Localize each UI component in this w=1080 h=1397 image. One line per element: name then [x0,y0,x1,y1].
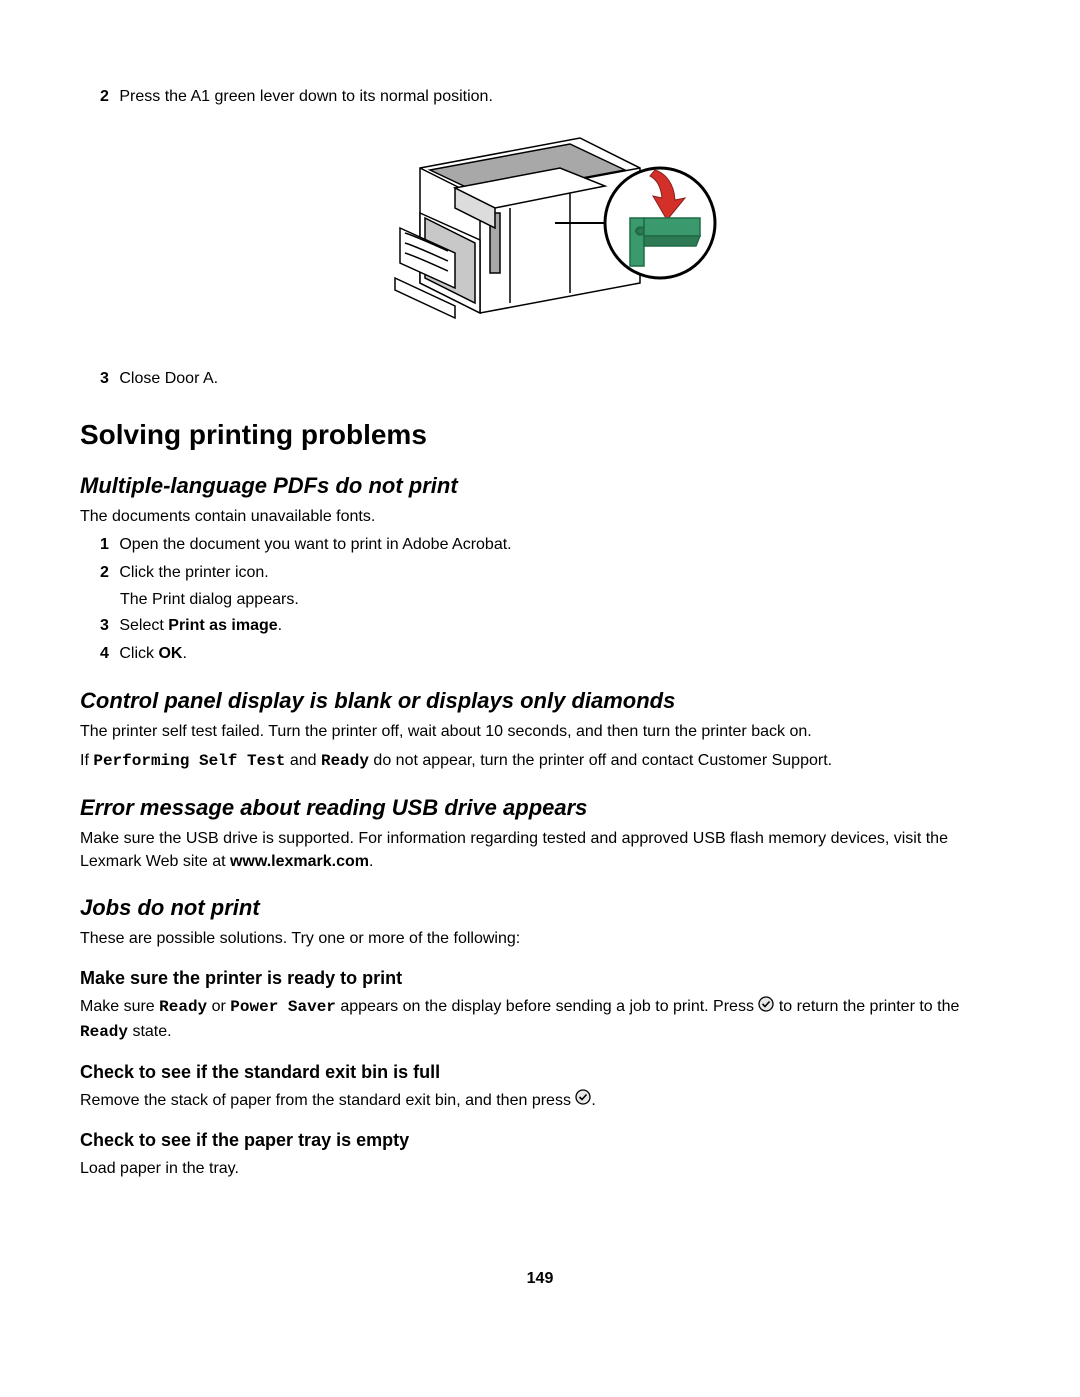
text: . [369,853,373,870]
heading-paper-tray-empty: Check to see if the paper tray is empty [80,1130,1000,1151]
text: If [80,752,93,769]
mono-text: Ready [321,752,369,770]
mono-text: Ready [159,998,207,1016]
text: or [207,998,230,1015]
step-2: 2 Press the A1 green lever down to its n… [100,86,1000,108]
text: and [285,752,321,769]
heading-jobs-no-print: Jobs do not print [80,895,1000,921]
sec1-step-4: 4 Click OK. [100,643,1000,665]
text: Make sure the USB drive is supported. Fo… [80,830,948,870]
mono-text: Power Saver [230,998,336,1016]
sec1-step-2-sub: The Print dialog appears. [120,591,1000,609]
check-button-icon [758,996,774,1019]
printer-lever-figure [80,128,1000,348]
step-number: 1 [100,536,109,553]
step-text-post: . [278,617,282,634]
text: appears on the display before sending a … [336,998,758,1015]
text: to return the printer to the [774,998,959,1015]
document-page: 2 Press the A1 green lever down to its n… [0,0,1080,1328]
heading-multi-lang-pdf: Multiple-language PDFs do not print [80,473,1000,499]
step-number: 4 [100,645,109,662]
sec4-intro: These are possible solutions. Try one or… [80,927,1000,950]
mono-text: Performing Self Test [93,752,285,770]
text: Make sure [80,998,159,1015]
sec1-intro: The documents contain unavailable fonts. [80,505,1000,528]
sec4-sub2-p: Remove the stack of paper from the stand… [80,1089,1000,1112]
heading-control-panel-blank: Control panel display is blank or displa… [80,688,1000,714]
step-number: 2 [100,88,109,105]
page-number: 149 [80,1270,1000,1288]
check-button-icon [575,1089,591,1112]
step-number: 2 [100,564,109,581]
step-number: 3 [100,617,109,634]
text: do not appear, turn the printer off and … [369,752,832,769]
step-text: Click the printer icon. [119,564,268,581]
sec2-p2: If Performing Self Test and Ready do not… [80,749,1000,773]
sec2-p1: The printer self test failed. Turn the p… [80,720,1000,743]
mono-text: Ready [80,1023,128,1041]
heading-exit-bin-full: Check to see if the standard exit bin is… [80,1062,1000,1083]
sec4-sub3-p: Load paper in the tray. [80,1157,1000,1180]
heading-printer-ready: Make sure the printer is ready to print [80,968,1000,989]
step-text-pre: Click [119,645,158,662]
step-text-post: . [182,645,186,662]
text: . [591,1092,595,1109]
sec1-step-1: 1 Open the document you want to print in… [100,534,1000,556]
sec3-p: Make sure the USB drive is supported. Fo… [80,827,1000,873]
step-number: 3 [100,370,109,387]
step-text: Press the A1 green lever down to its nor… [119,88,493,105]
step-text-bold: OK [158,645,182,662]
step-text-pre: Select [119,617,168,634]
sec1-step-3: 3 Select Print as image. [100,615,1000,637]
sec1-step-2: 2 Click the printer icon. [100,562,1000,584]
step-text-bold: Print as image [168,617,277,634]
heading-solving-printing: Solving printing problems [80,419,1000,451]
heading-usb-error: Error message about reading USB drive ap… [80,795,1000,821]
step-text: Close Door A. [119,370,218,387]
step-3: 3 Close Door A. [100,368,1000,390]
text: Remove the stack of paper from the stand… [80,1092,575,1109]
text: state. [128,1023,172,1040]
bold-text: www.lexmark.com [230,853,369,870]
step-text: Open the document you want to print in A… [119,536,511,553]
sec4-sub1-p: Make sure Ready or Power Saver appears o… [80,995,1000,1043]
